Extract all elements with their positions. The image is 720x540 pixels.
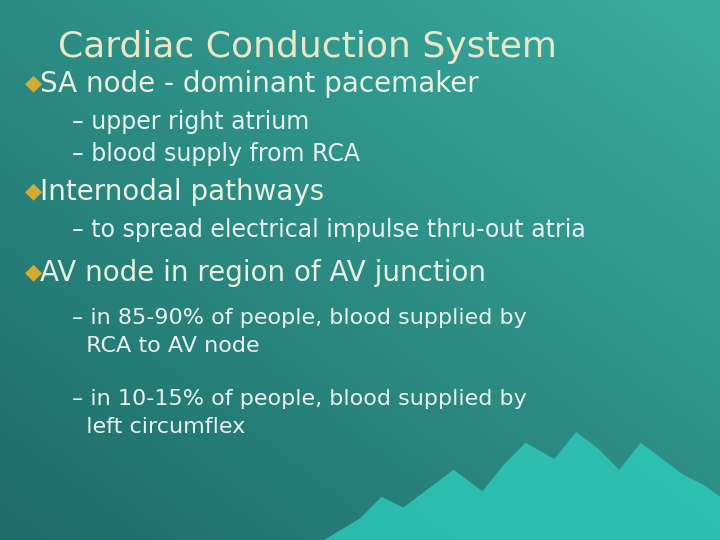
Polygon shape <box>324 432 720 540</box>
Text: – blood supply from RCA: – blood supply from RCA <box>72 142 360 166</box>
Text: ◆: ◆ <box>25 73 42 94</box>
Text: Internodal pathways: Internodal pathways <box>40 178 324 206</box>
Text: – upper right atrium: – upper right atrium <box>72 110 310 133</box>
Text: AV node in region of AV junction: AV node in region of AV junction <box>40 259 485 287</box>
Text: Cardiac Conduction System: Cardiac Conduction System <box>58 30 557 64</box>
Text: – in 10-15% of people, blood supplied by
  left circumflex: – in 10-15% of people, blood supplied by… <box>72 389 527 437</box>
Text: SA node - dominant pacemaker: SA node - dominant pacemaker <box>40 70 478 98</box>
Text: ◆: ◆ <box>25 262 42 283</box>
Text: ◆: ◆ <box>25 181 42 202</box>
Text: – in 85-90% of people, blood supplied by
  RCA to AV node: – in 85-90% of people, blood supplied by… <box>72 308 527 356</box>
Text: – to spread electrical impulse thru-out atria: – to spread electrical impulse thru-out … <box>72 218 586 241</box>
